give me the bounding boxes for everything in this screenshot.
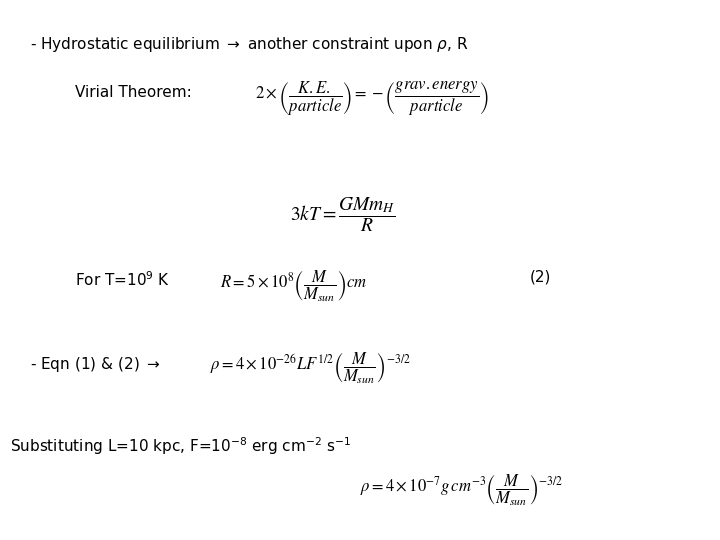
Text: $2\times\left(\dfrac{K.E.}{particle}\right)=-\left(\dfrac{grav.energy}{particle}: $2\times\left(\dfrac{K.E.}{particle}\rig… [255,80,489,118]
Text: - Eqn (1) & (2) $\rightarrow$: - Eqn (1) & (2) $\rightarrow$ [30,355,161,374]
Text: Substituting L=10 kpc, F=10$^{-8}$ erg cm$^{-2}$ s$^{-1}$: Substituting L=10 kpc, F=10$^{-8}$ erg c… [10,435,351,457]
Text: (2): (2) [530,270,552,285]
Text: $R=5\times10^8\left(\dfrac{M}{M_{sun}}\right)cm$: $R=5\times10^8\left(\dfrac{M}{M_{sun}}\r… [220,268,368,303]
Text: For T=10$^9$ K: For T=10$^9$ K [75,270,170,289]
Text: $\rho=4\times10^{-26}LF^{1/2}\left(\dfrac{M}{M_{sun}}\right)^{-3/2}$: $\rho=4\times10^{-26}LF^{1/2}\left(\dfra… [210,350,411,386]
Text: Virial Theorem:: Virial Theorem: [75,85,192,100]
Text: $\rho=4\times10^{-7}g\,cm^{-3}\left(\dfrac{M}{M_{sun}}\right)^{-3/2}$: $\rho=4\times10^{-7}g\,cm^{-3}\left(\dfr… [360,472,563,508]
Text: - Hydrostatic equilibrium $\rightarrow$ another constraint upon $\rho$, R: - Hydrostatic equilibrium $\rightarrow$ … [30,35,468,54]
Text: $3kT=\dfrac{GMm_H}{R}$: $3kT=\dfrac{GMm_H}{R}$ [290,195,395,234]
